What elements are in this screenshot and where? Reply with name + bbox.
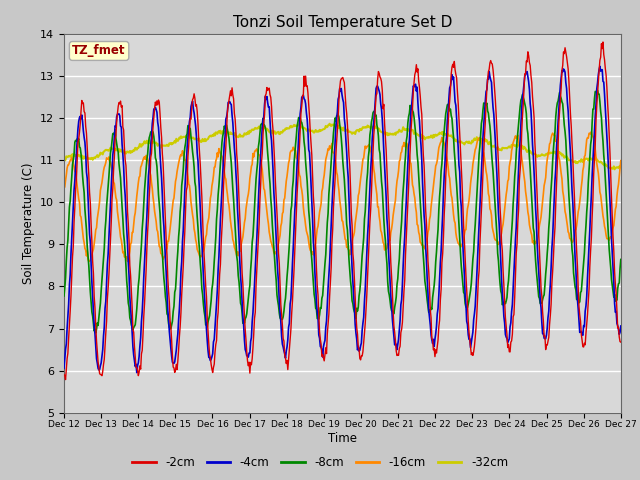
Y-axis label: Soil Temperature (C): Soil Temperature (C) <box>22 162 35 284</box>
Title: Tonzi Soil Temperature Set D: Tonzi Soil Temperature Set D <box>233 15 452 30</box>
Text: TZ_fmet: TZ_fmet <box>72 45 126 58</box>
Legend: -2cm, -4cm, -8cm, -16cm, -32cm: -2cm, -4cm, -8cm, -16cm, -32cm <box>127 452 513 474</box>
X-axis label: Time: Time <box>328 432 357 445</box>
